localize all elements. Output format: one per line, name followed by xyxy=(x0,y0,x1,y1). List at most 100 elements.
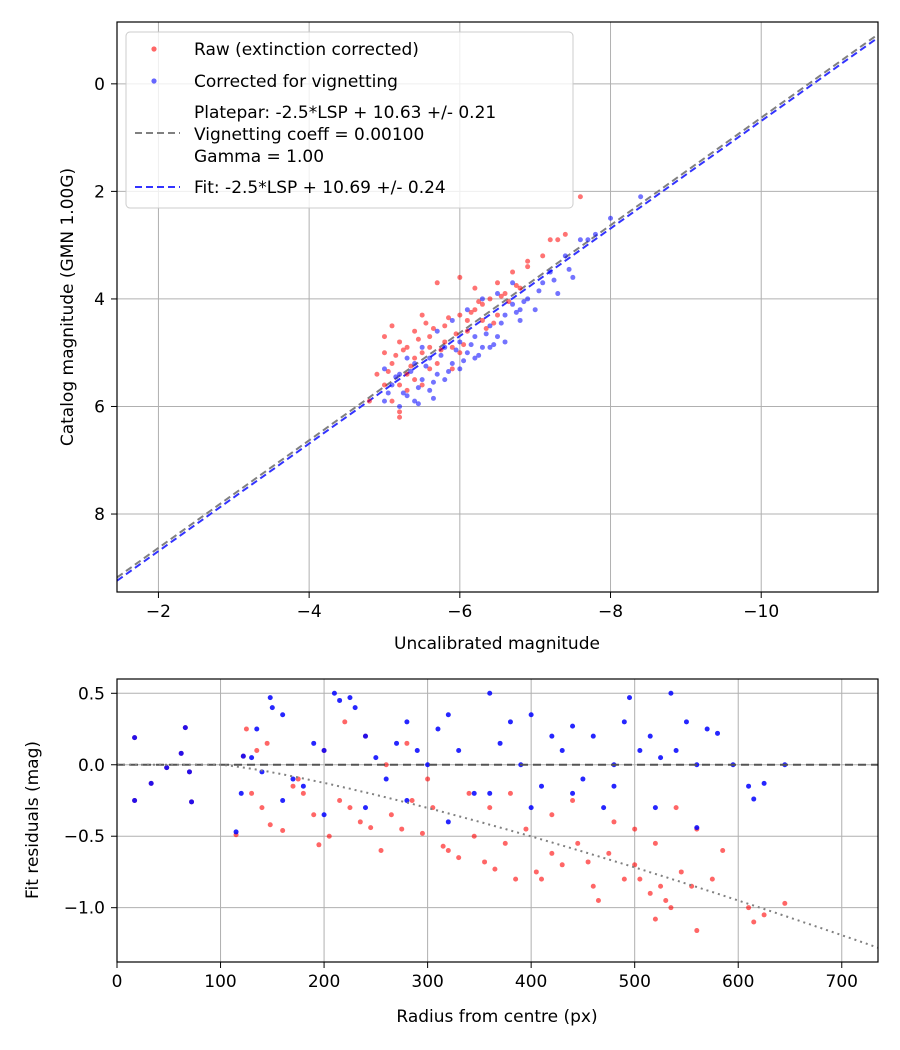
corrected-residual-point xyxy=(280,797,286,803)
raw-point xyxy=(498,293,504,299)
raw-residual-point xyxy=(595,898,601,904)
corrected-point xyxy=(453,347,459,353)
corrected-residual-point xyxy=(331,690,337,696)
raw-point xyxy=(389,398,395,404)
corrected-residual-point xyxy=(621,719,627,725)
raw-residual-point xyxy=(637,876,643,882)
raw-point xyxy=(510,269,516,275)
raw-residual-point xyxy=(399,826,405,832)
corrected-point xyxy=(608,215,614,221)
top-fit-lines xyxy=(117,33,878,582)
raw-point xyxy=(495,280,500,286)
corrected-point xyxy=(570,274,576,280)
corrected-residual-point xyxy=(497,740,503,746)
corrected-residual-point xyxy=(668,690,674,696)
corrected-residual-point xyxy=(580,776,586,782)
corrected-residual-point xyxy=(549,733,555,739)
corrected-residual-point xyxy=(673,747,679,753)
corrected-residual-point xyxy=(507,719,513,725)
top-x-axis-label: Uncalibrated magnitude xyxy=(394,634,600,654)
raw-residual-point xyxy=(316,842,322,848)
raw-point xyxy=(385,369,391,375)
bottom-x-tick-label: 0 xyxy=(112,972,123,992)
bottom-ticks: 0 100 200 300 400 500 600 700 0.5 0.0 −0.5 −1.0 xyxy=(64,684,858,992)
corrected-residual-point xyxy=(321,812,327,818)
raw-point xyxy=(449,344,455,350)
raw-residual-point xyxy=(678,869,684,875)
corrected-point xyxy=(397,371,403,377)
corrected-point xyxy=(423,363,429,369)
corrected-point xyxy=(472,355,478,361)
bottom-axes-frame xyxy=(116,678,879,963)
corrected-point xyxy=(479,296,485,302)
raw-residual-point xyxy=(570,797,576,803)
raw-point xyxy=(389,360,395,366)
raw-point xyxy=(472,285,478,291)
raw-residual-point xyxy=(368,825,374,831)
raw-residual-point xyxy=(673,805,679,811)
raw-residual-point xyxy=(663,898,669,904)
raw-residual-point xyxy=(267,822,273,828)
corrected-point xyxy=(585,237,591,243)
corrected-point xyxy=(510,280,516,286)
raw-point xyxy=(487,296,493,302)
raw-residual-point xyxy=(658,883,664,889)
corrected-residual-point xyxy=(189,799,195,805)
raw-point xyxy=(483,326,489,332)
raw-point xyxy=(472,307,478,313)
corrected-point xyxy=(592,231,598,237)
corrected-point xyxy=(472,334,478,340)
raw-point xyxy=(446,315,452,321)
corrected-residual-point xyxy=(611,783,617,789)
corrected-point xyxy=(430,379,436,385)
corrected-point xyxy=(517,317,523,323)
raw-residual-point xyxy=(419,830,425,836)
corrected-residual-point xyxy=(311,740,317,746)
corrected-point xyxy=(464,307,470,313)
corrected-residual-point xyxy=(300,783,306,789)
raw-point xyxy=(442,339,448,345)
corrected-point xyxy=(434,328,440,334)
raw-point xyxy=(434,360,440,366)
corrected-point xyxy=(483,331,489,337)
raw-point xyxy=(381,382,387,388)
raw-point xyxy=(461,342,467,348)
corrected-point xyxy=(385,390,391,396)
raw-point xyxy=(525,264,531,270)
raw-point xyxy=(404,371,410,377)
top-y-tick-label: 0 xyxy=(94,75,105,95)
corrected-residual-point xyxy=(240,753,246,759)
raw-point xyxy=(457,350,463,356)
corrected-residual-point xyxy=(570,723,576,729)
corrected-point xyxy=(551,277,557,283)
top-x-tick-label: −6 xyxy=(447,602,472,622)
top-points xyxy=(366,194,644,420)
raw-residual-point xyxy=(243,726,249,732)
raw-point xyxy=(547,237,553,243)
corrected-residual-point xyxy=(487,690,493,696)
raw-point xyxy=(404,344,410,350)
corrected-point xyxy=(547,269,553,275)
raw-point xyxy=(412,355,418,361)
corrected-residual-point xyxy=(269,705,275,711)
raw-residual-point xyxy=(254,747,260,753)
raw-residual-point xyxy=(482,859,488,865)
corrected-residual-point xyxy=(456,747,462,753)
raw-point xyxy=(419,350,425,356)
raw-point xyxy=(374,371,380,377)
raw-residual-point xyxy=(425,776,431,782)
legend-marker-corrected xyxy=(151,78,157,84)
corrected-residual-point xyxy=(539,783,545,789)
corrected-point xyxy=(408,369,414,375)
top-y-tick-label: 6 xyxy=(94,397,105,417)
raw-point xyxy=(434,280,440,286)
corrected-point xyxy=(427,387,433,393)
raw-point xyxy=(427,344,433,350)
corrected-residual-point xyxy=(445,819,451,825)
corrected-residual-point xyxy=(280,712,286,718)
corrected-point xyxy=(476,352,482,358)
corrected-point xyxy=(479,344,485,350)
corrected-point xyxy=(381,398,387,404)
corrected-point xyxy=(487,323,493,329)
